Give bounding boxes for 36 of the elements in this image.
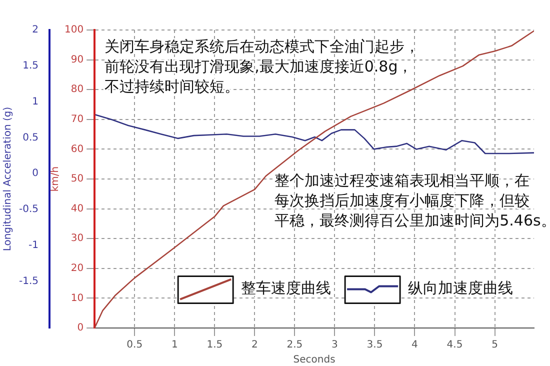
- y2-tick-label: 0: [32, 168, 39, 180]
- y-tick-label: 10: [70, 292, 84, 304]
- x-tick-label: 1: [171, 340, 178, 351]
- y-tick-label: 90: [70, 54, 84, 66]
- y-tick-label: 20: [70, 262, 84, 274]
- y2-axis-title: Longitudinal Acceleration (g): [2, 106, 14, 252]
- y-tick-label: 50: [70, 174, 84, 185]
- y-tick-label: 80: [70, 84, 84, 96]
- y2-tick-label: 2: [32, 24, 39, 36]
- y2-tick-label: -1.5: [18, 276, 39, 287]
- x-tick-label: 3: [332, 340, 338, 351]
- x-tick-label: 5: [492, 340, 498, 351]
- x-axis-title: Seconds: [293, 354, 336, 366]
- x-tick-label: 3.5: [366, 340, 383, 351]
- x-tick-label: 2.5: [286, 340, 303, 351]
- y2-tick-label: -1: [28, 240, 39, 252]
- annotation: 关闭车身稳定系统后在动态模式下全油门起步，前轮没有出现打滑现象,最大加速度接近0.8g，不过持续时间较短。: [104, 37, 420, 96]
- x-tick-label: 1.5: [206, 340, 223, 351]
- x-tick-label: 4.5: [446, 340, 463, 351]
- x-tick-label: 0.5: [126, 340, 143, 351]
- y-tick-label: 40: [70, 203, 84, 214]
- annotation: 整个加速过程变速箱表现相当平顺，在每次换挡后加速度有小幅度下降，但较平稳，最终测得百公里加速时间为5.46s。: [274, 171, 550, 230]
- y2-tick-label: 1: [32, 96, 39, 108]
- y-tick-label: 30: [70, 233, 84, 244]
- y2-tick-label: -0.5: [18, 204, 39, 216]
- legend-label: 整车速度曲线: [241, 279, 332, 298]
- y-axis-title: km/h: [50, 166, 62, 192]
- y2-tick-label: 0.5: [22, 132, 39, 144]
- y2-tick-label: 1.5: [22, 60, 39, 72]
- y-tick-label: 100: [64, 24, 84, 36]
- y-tick-label: 70: [70, 114, 84, 125]
- y-tick-label: 0: [77, 322, 84, 334]
- legend-label: 纵向加速度曲线: [408, 279, 514, 298]
- x-tick-label: 2: [251, 340, 258, 351]
- y-tick-label: 60: [70, 144, 84, 155]
- x-tick-label: 4: [412, 340, 418, 351]
